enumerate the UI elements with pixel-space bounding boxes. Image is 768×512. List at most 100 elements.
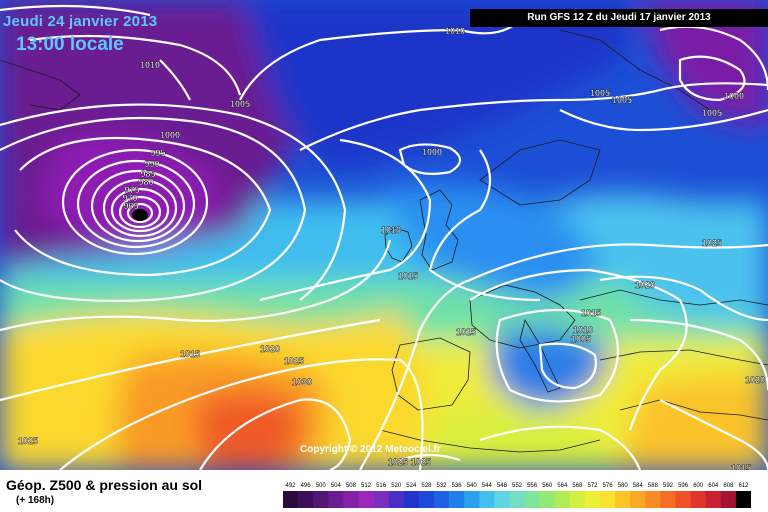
- model-run-label: Run GFS 12 Z du Jeudi 17 janvier 2013: [470, 9, 768, 27]
- isobar-label: 1015: [456, 327, 476, 337]
- isobar-label: 980: [138, 177, 153, 187]
- scale-swatch: [569, 491, 586, 508]
- scale-swatch: [675, 491, 691, 508]
- scale-swatch: [615, 491, 631, 508]
- z500-color-field: [0, 0, 768, 470]
- scale-tick-label: 520: [391, 483, 402, 489]
- scale-tick-label: 540: [467, 483, 478, 489]
- isobar-label: 1025: [284, 356, 304, 366]
- isobar-label: 1020: [260, 344, 280, 354]
- coastlines: [0, 29, 768, 453]
- scale-swatch: [434, 491, 450, 508]
- isobar-label: 1025: [411, 457, 431, 467]
- scale-swatch: [554, 491, 571, 508]
- scale-tick-label: 544: [482, 483, 493, 489]
- scale-tick-label: 548: [497, 483, 508, 489]
- scale-swatch: [464, 491, 480, 508]
- scale-tick-label: 596: [678, 483, 689, 489]
- isobar-label: 1000: [160, 130, 180, 140]
- scale-tick-label: 536: [452, 483, 463, 489]
- isobar-label: 1025: [702, 238, 722, 248]
- scale-swatch: [630, 491, 646, 508]
- isobar-label: 985: [140, 169, 155, 179]
- scale-swatch: [735, 491, 751, 508]
- isobar-label: 1010: [445, 26, 465, 36]
- scale-swatch: [479, 491, 495, 508]
- scale-swatch: [539, 491, 555, 508]
- isobar-label: 1000: [724, 91, 744, 101]
- scale-tick-label: 608: [723, 483, 734, 489]
- scale-tick-label: 492: [285, 483, 296, 489]
- scale-tick-label: 612: [738, 483, 749, 489]
- scale-tick-label: 552: [512, 483, 523, 489]
- scale-tick-label: 572: [587, 483, 598, 489]
- low-center-marker: [132, 209, 148, 221]
- scale-tick-label: 508: [346, 483, 357, 489]
- scale-swatch: [328, 491, 344, 508]
- geopotential-map: 1010 1010 1005 1005 1005 1005 1000 1000 …: [0, 0, 768, 470]
- isobar-label: 1010: [140, 60, 160, 70]
- forecast-date: Jeudi 24 janvier 2013: [3, 13, 158, 30]
- scale-tick-label: 580: [618, 483, 629, 489]
- scale-tick-label: 500: [316, 483, 327, 489]
- legend-subtitle: (+ 168h): [16, 495, 55, 506]
- scale-swatch: [645, 491, 661, 508]
- scale-tick-label: 504: [331, 483, 342, 489]
- scale-swatch: [343, 491, 359, 508]
- scale-tick-label: 512: [361, 483, 372, 489]
- isobar-value-labels: 1010 1010 1005 1005 1005 1005 1000 1000 …: [18, 26, 765, 470]
- scale-tick-label: 584: [633, 483, 644, 489]
- scale-tick-label: 600: [693, 483, 704, 489]
- scale-swatch: [418, 491, 435, 508]
- isobar-label: 1005: [702, 108, 722, 118]
- scale-swatch: [313, 491, 329, 508]
- isobar-label: 1005: [230, 99, 250, 109]
- isobar-label: 1015: [731, 463, 751, 470]
- scale-swatch: [524, 491, 540, 508]
- isobar-label: 1005: [590, 88, 610, 98]
- scale-swatch: [373, 491, 389, 508]
- scale-tick-label: 568: [572, 483, 583, 489]
- scale-tick-label: 496: [301, 483, 312, 489]
- scale-swatch: [690, 491, 706, 508]
- scale-tick-label: 560: [542, 483, 553, 489]
- scale-tick-label: 524: [406, 483, 417, 489]
- scale-swatch: [358, 491, 374, 508]
- scale-tick-label: 576: [603, 483, 614, 489]
- scale-tick-label: 528: [421, 483, 432, 489]
- isobar-label: 965: [123, 201, 138, 211]
- scale-tick-label: 588: [648, 483, 659, 489]
- isobar-label: 1030: [292, 377, 312, 387]
- scale-tick-label: 516: [376, 483, 387, 489]
- isobar-label: 995: [150, 148, 165, 158]
- scale-swatch: [403, 491, 420, 508]
- scale-swatch: [449, 491, 465, 508]
- isobar-label: 990: [144, 159, 159, 169]
- scale-tick-label: 564: [557, 483, 568, 489]
- isobar-label: 1000: [422, 147, 442, 157]
- scale-swatch: [509, 491, 525, 508]
- forecast-time: 13:00 locale: [16, 34, 124, 55]
- color-scale: 492 496 500 504 508 512 516 520 524 528 532 536 540 5…: [283, 483, 751, 508]
- isobar-label: 1020: [745, 375, 765, 385]
- scale-swatch: [388, 491, 405, 508]
- scale-tick-label: 556: [527, 483, 538, 489]
- isobar-label: 970: [122, 193, 137, 203]
- isobar-label: 1025: [18, 436, 38, 446]
- isobar-label: 1015: [398, 271, 418, 281]
- scale-tick-label: 604: [708, 483, 719, 489]
- isobar-label: 1010: [381, 225, 401, 235]
- scale-swatch: [494, 491, 510, 508]
- scale-swatch: [283, 491, 299, 508]
- scale-swatch: [298, 491, 314, 508]
- isobar-label: 1020: [635, 280, 655, 290]
- scale-swatch: [584, 491, 601, 508]
- isobar-label: 1005: [612, 95, 632, 105]
- scale-tick-label: 592: [663, 483, 674, 489]
- isobar-label: 1015: [180, 349, 200, 359]
- scale-swatch: [720, 491, 737, 508]
- scale-swatch: [705, 491, 722, 508]
- isobar-label: 1025: [388, 457, 408, 467]
- legend-title: Géop. Z500 & pression au sol: [6, 477, 203, 493]
